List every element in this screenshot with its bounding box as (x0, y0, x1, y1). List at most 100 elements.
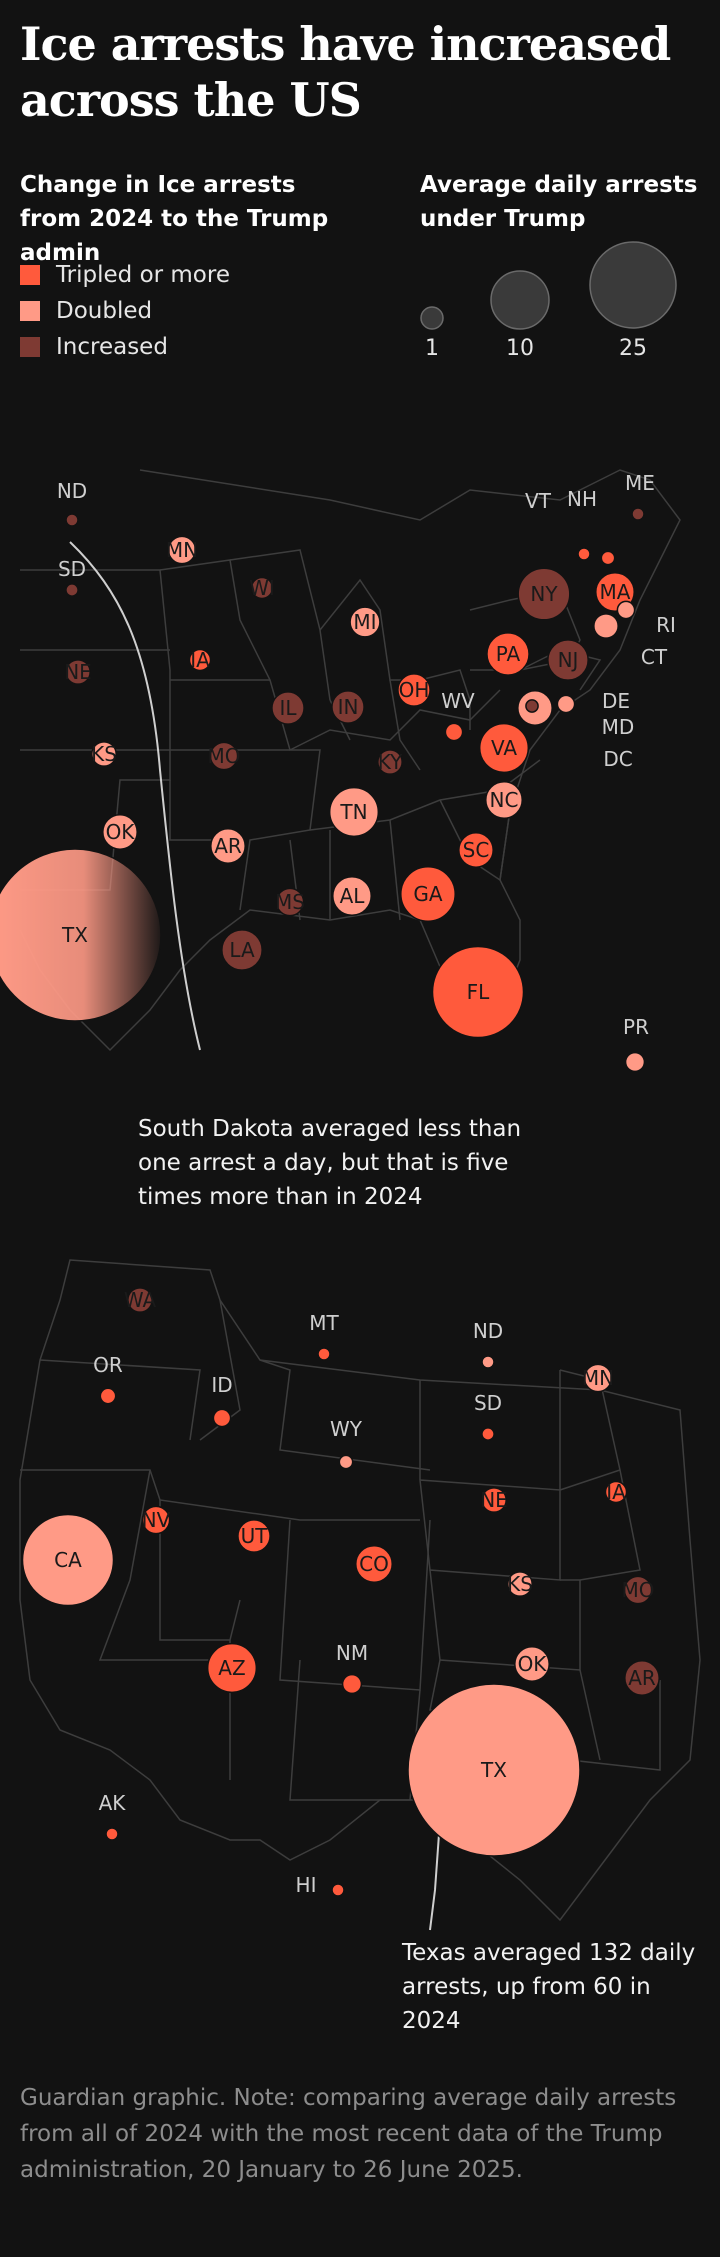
east-circles: ND SD NE KS OK TX MN WI IA MO AR LA MS AL TN IL IN KY MI OH… (0, 471, 676, 1073)
label-la: LA (229, 938, 255, 962)
label-fl: FL (467, 980, 491, 1004)
circle-wa (127, 1287, 153, 1313)
circle-nc (485, 781, 523, 819)
circle-tx (0, 848, 162, 1022)
sd-leader-line (69, 541, 201, 1051)
circle-ia (188, 648, 212, 672)
label-pr: PR (623, 1015, 649, 1039)
circle-ar (624, 1660, 660, 1696)
circle-tn (328, 786, 380, 838)
label-sc: SC (463, 838, 490, 862)
label-wv: WV (441, 689, 475, 713)
circle-sc (458, 832, 494, 868)
label-wi: WI (249, 576, 275, 600)
label-ga: GA (413, 882, 442, 906)
label-me: ME (625, 471, 655, 495)
label-nh: NH (567, 487, 597, 511)
circle-ks (91, 741, 117, 767)
label-mn: MN (582, 1366, 614, 1390)
tripled-swatch (20, 265, 40, 285)
circle-il (271, 691, 305, 725)
legend-label-increased: Increased (56, 334, 168, 360)
label-nm: NM (336, 1641, 368, 1665)
label-oh: OH (399, 678, 430, 702)
circle-pa (486, 632, 530, 676)
label-sd: SD (474, 1391, 502, 1415)
label-dc: DC (603, 747, 632, 771)
label-va: VA (491, 736, 517, 760)
circle-wi (250, 576, 274, 600)
label-wy: WY (330, 1417, 363, 1441)
size-legend-title: Average daily arrests under Trump (420, 172, 698, 232)
size-key-circle-10 (490, 270, 550, 330)
label-ca: CA (54, 1548, 82, 1572)
label-mo: MO (208, 744, 241, 768)
circle-ok (514, 1646, 550, 1682)
label-co: CO (359, 1552, 389, 1576)
label-nj: NJ (558, 648, 579, 672)
circle-al (332, 876, 372, 916)
circle-id (212, 1408, 232, 1428)
label-ny: NY (530, 582, 558, 606)
footnote: Guardian graphic. Note: comparing averag… (20, 2085, 677, 2183)
label-ak: AK (99, 1791, 127, 1815)
label-vt: VT (525, 489, 552, 513)
circle-dc (525, 699, 539, 713)
circle-mn (167, 535, 197, 565)
label-tn: TN (339, 800, 367, 824)
size-key-label-10: 10 (506, 336, 534, 361)
circle-mi (349, 606, 381, 638)
circle-ok (102, 814, 138, 850)
circle-de (556, 694, 576, 714)
circle-mt (317, 1347, 331, 1361)
label-id: ID (211, 1373, 232, 1397)
circle-sd (65, 583, 79, 597)
circle-hi (331, 1883, 345, 1897)
circle-la (221, 929, 263, 971)
sd-annotation: South Dakota averaged less than one arre… (138, 1116, 522, 1210)
circle-nh (600, 550, 616, 566)
label-ks: KS (91, 742, 117, 766)
headline: Ice arrests have increased across the US (20, 17, 671, 127)
label-ok: OK (518, 1652, 548, 1676)
label-ri: RI (656, 613, 676, 637)
legend-item-tripled: Tripled or more (20, 260, 230, 290)
label-mo: MO (622, 1578, 655, 1602)
label-ia: IA (190, 648, 210, 672)
circle-ny (517, 567, 571, 621)
circle-ky (377, 749, 403, 775)
label-nc: NC (490, 788, 519, 812)
label-hi: HI (296, 1873, 317, 1897)
label-az: AZ (218, 1656, 245, 1680)
circle-ca (21, 1513, 115, 1607)
circle-ri (616, 600, 636, 620)
circle-ar (210, 828, 246, 864)
label-ne: NE (480, 1488, 508, 1512)
color-legend-title: Change in Ice arrests from 2024 to the T… (20, 172, 329, 266)
doubled-swatch (20, 301, 40, 321)
legend-label-doubled: Doubled (56, 298, 153, 324)
size-key-circle-25 (589, 241, 677, 329)
label-or: OR (93, 1353, 123, 1377)
circle-me (631, 507, 645, 521)
label-wa: WA (124, 1288, 157, 1312)
circle-mn (583, 1363, 613, 1393)
size-key-circle-1 (420, 306, 444, 330)
tx-annotation: Texas averaged 132 daily arrests, up fro… (402, 1940, 696, 2034)
circle-nm (341, 1673, 363, 1695)
label-ky: KY (378, 750, 403, 774)
label-pa: PA (496, 642, 521, 666)
label-ne: NE (64, 660, 92, 684)
circle-ms (275, 887, 305, 917)
circle-nv (141, 1505, 171, 1535)
increased-swatch (20, 337, 40, 357)
label-ct: CT (641, 645, 668, 669)
circle-sd (481, 1427, 495, 1441)
legend-item-increased: Increased (20, 332, 168, 362)
east-us-map: ND SD NE KS OK TX MN WI IA MO AR LA MS AL TN IL IN KY MI OH… (0, 469, 681, 1073)
circle-fl (431, 945, 525, 1039)
label-ma: MA (600, 580, 631, 604)
label-mn: MN (166, 538, 198, 562)
circle-ct (593, 613, 619, 639)
circle-vt (577, 547, 591, 561)
